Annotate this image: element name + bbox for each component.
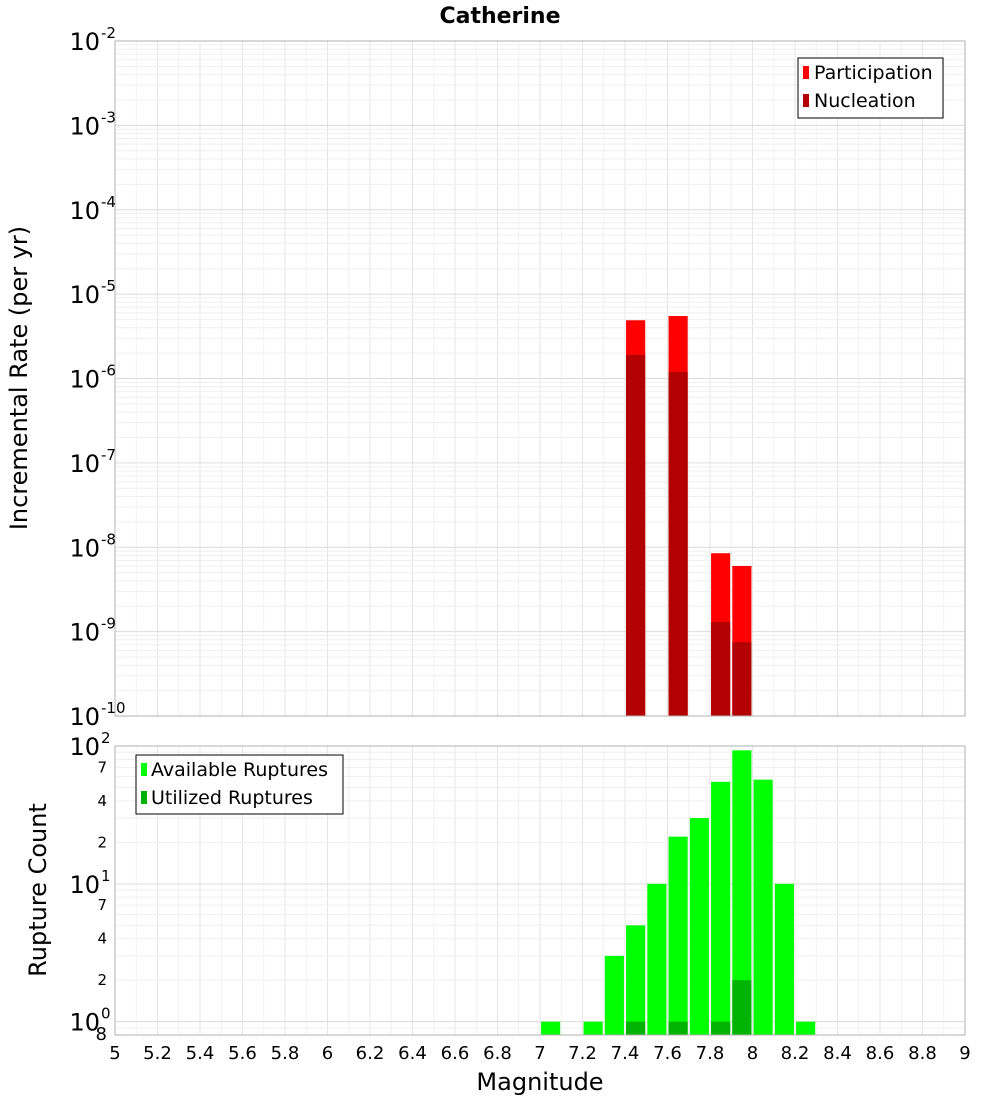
x-tick-label: 8	[747, 1043, 758, 1064]
bottom-bar-utilized-ruptures	[711, 1021, 731, 1035]
top-bar-nucleation	[668, 371, 688, 716]
bottom-y-tick-base: 10	[69, 1009, 100, 1037]
bottom-bar-available-ruptures	[689, 818, 709, 1035]
x-tick-label: 6.4	[398, 1043, 427, 1064]
top-bar-nucleation	[626, 354, 646, 716]
top-y-tick-base: 10	[69, 534, 100, 562]
x-tick-label: 7.4	[611, 1043, 640, 1064]
top-y-tick-exp: -5	[101, 277, 116, 295]
top-y-tick-exp: -6	[101, 362, 116, 380]
bottom-y-minor-tick: 4	[97, 792, 107, 810]
bottom-y-tick-exp: 0	[101, 1005, 111, 1023]
bottom-bar-available-ruptures	[774, 883, 794, 1035]
chart-title: Catherine	[439, 4, 560, 29]
top-y-tick-base: 10	[69, 703, 100, 731]
x-tick-label: 6.6	[441, 1043, 470, 1064]
bottom-y-tick-exp: 1	[101, 867, 111, 885]
x-tick-label: 5	[109, 1043, 120, 1064]
legend-swatch-participation	[803, 66, 809, 79]
legend-label-participation: Participation	[814, 62, 933, 84]
x-tick-label: 6.2	[356, 1043, 385, 1064]
bottom-bar-available-ruptures	[796, 1021, 816, 1035]
legend-swatch-available-ruptures	[141, 763, 147, 776]
legend-label-nucleation: Nucleation	[814, 90, 916, 112]
bottom-y-tick-base: 10	[69, 733, 100, 761]
bottom-bar-available-ruptures	[732, 750, 752, 1035]
bottom-plot-bars	[541, 750, 816, 1035]
x-tick-label: 7.2	[568, 1043, 597, 1064]
bottom-bar-utilized-ruptures	[626, 1021, 646, 1035]
bottom-bar-utilized-ruptures	[668, 1021, 688, 1035]
top-y-tick-exp: -3	[101, 108, 116, 126]
x-axis-label: Magnitude	[476, 1068, 603, 1096]
bottom-y-minor-tick: 8	[96, 1024, 107, 1045]
bottom-y-axis-label: Rupture Count	[24, 803, 52, 977]
top-y-tick-base: 10	[69, 281, 100, 309]
top-y-tick-base: 10	[69, 450, 100, 478]
x-tick-label: 8.8	[908, 1043, 937, 1064]
bottom-plot-frame	[114, 745, 966, 1036]
bottom-y-minor-tick: 2	[97, 971, 107, 989]
top-plot-bars	[626, 316, 752, 716]
top-y-axis-label: Incremental Rate (per yr)	[5, 226, 33, 530]
bottom-legend: Available Ruptures Utilized Ruptures	[135, 754, 344, 815]
x-tick-label: 8.2	[781, 1043, 810, 1064]
legend-swatch-nucleation	[803, 94, 809, 107]
top-y-tick-exp: -10	[101, 699, 126, 717]
top-y-tick-exp: -9	[101, 615, 116, 633]
bottom-y-minor-tick: 7	[97, 896, 107, 914]
x-tick-label: 8.6	[866, 1043, 895, 1064]
bottom-legend-box	[135, 754, 344, 815]
legend-label-utilized-ruptures: Utilized Ruptures	[151, 787, 313, 809]
bottom-bar-available-ruptures	[626, 925, 646, 1035]
top-legend: Participation Nucleation	[797, 57, 944, 119]
top-y-tick-base: 10	[69, 619, 100, 647]
top-y-tick-exp: -4	[101, 193, 116, 211]
legend-label-available-ruptures: Available Ruptures	[151, 759, 328, 781]
x-ticks: 5 5.2 5.4 5.6 5.8 6 6.2 6.4 6.6 6.8 7 7.2 7.4 7.6 7.8 8…	[109, 1043, 970, 1064]
bottom-bar-available-ruptures	[668, 836, 688, 1035]
top-y-tick-exp: -7	[101, 446, 116, 464]
bottom-bar-utilized-ruptures	[732, 980, 752, 1035]
bottom-y-tick-base: 10	[69, 871, 100, 899]
top-bar-nucleation	[732, 642, 752, 716]
x-tick-label: 5.4	[186, 1043, 215, 1064]
top-y-tick-exp: -8	[101, 530, 116, 548]
x-tick-label: 7	[534, 1043, 545, 1064]
x-tick-label: 5.8	[271, 1043, 300, 1064]
top-y-tick-base: 10	[69, 112, 100, 140]
top-y-tick-base: 10	[69, 197, 100, 225]
top-bar-nucleation	[711, 622, 731, 716]
x-tick-label: 7.6	[653, 1043, 682, 1064]
bottom-bar-available-ruptures	[753, 779, 773, 1035]
top-y-tick-exp: -2	[101, 24, 116, 42]
x-tick-label: 8.4	[823, 1043, 852, 1064]
bottom-bar-available-ruptures	[583, 1021, 603, 1035]
x-tick-label: 7.8	[696, 1043, 725, 1064]
bottom-y-minor-tick: 4	[97, 930, 107, 948]
top-legend-box	[797, 57, 944, 119]
bottom-y-tick-exp: 2	[101, 729, 111, 747]
bottom-y-minor-tick: 7	[97, 758, 107, 776]
bottom-bar-available-ruptures	[711, 781, 731, 1035]
top-y-tick-base: 10	[69, 28, 100, 56]
top-plot-frame	[114, 40, 966, 717]
bottom-bar-available-ruptures	[604, 955, 624, 1035]
x-tick-label: 5.2	[143, 1043, 172, 1064]
x-tick-label: 6	[322, 1043, 333, 1064]
x-tick-label: 5.6	[228, 1043, 257, 1064]
bottom-y-minor-tick: 2	[97, 833, 107, 851]
bottom-bar-available-ruptures	[647, 883, 667, 1035]
top-plot-grid	[114, 41, 966, 717]
x-tick-label: 6.8	[483, 1043, 512, 1064]
legend-swatch-utilized-ruptures	[141, 791, 147, 804]
x-tick-label: 9	[959, 1043, 970, 1064]
top-y-tick-base: 10	[69, 366, 100, 394]
bottom-bar-available-ruptures	[541, 1021, 561, 1035]
